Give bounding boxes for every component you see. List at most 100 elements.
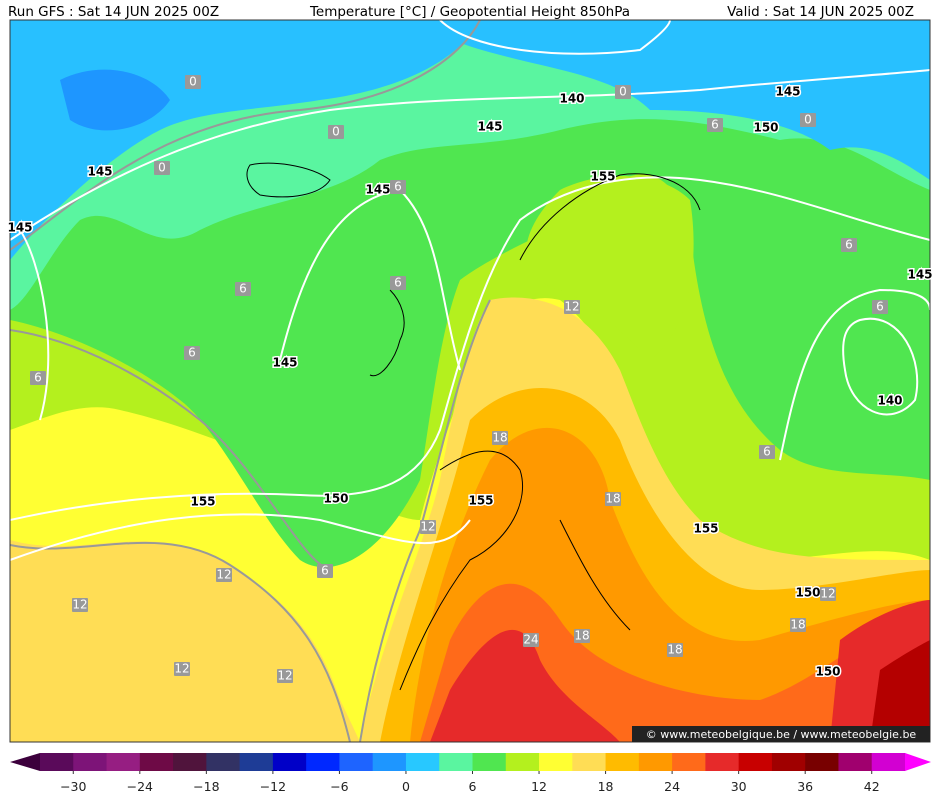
contour-labels: 1451451451451451451451401401501501501501… [6,75,934,683]
colorbar-tick-label: −18 [193,779,219,794]
temperature-label-text: 12 [564,300,579,314]
height-label: 155 [468,494,493,508]
temperature-label-text: 18 [492,431,507,445]
colorbar-tick-label: −12 [260,779,286,794]
temperature-label-text: 6 [876,300,884,314]
watermark-bg [632,726,930,742]
colorbar-box [871,753,906,771]
run-info: Run GFS : Sat 14 JUN 2025 00Z [8,4,219,20]
temperature-label-bg [872,300,888,314]
temperature-label-bg [390,180,406,194]
colorbar-box [838,753,873,771]
temperature-label-text: 6 [239,282,247,296]
temperature-label: 6 [390,180,406,194]
temperature-label-text: 12 [420,520,435,534]
colorbar-box [672,753,706,771]
temperature-label: 18 [667,643,683,657]
temperature-label-text: 0 [619,85,627,99]
colorbar-box [239,753,274,771]
temperature-label: 6 [841,238,857,252]
height-label: 145 [365,183,390,197]
temperature-label: 0 [328,125,344,139]
height-label: 140 [559,92,584,106]
temperature-label: 18 [790,618,806,632]
temperature-label-text: 12 [277,669,292,683]
temperature-label-text: 0 [158,161,166,175]
temperature-label: 6 [707,118,723,132]
colorbar-box [272,753,307,771]
temperature-label-bg [185,75,201,89]
colorbar-tick-label: 18 [598,779,614,794]
height-label: 145 [477,120,502,134]
temperature-label-bg [184,346,200,360]
temperature-label: 0 [615,85,631,99]
colorbar-box [73,753,108,771]
height-label: 145 [272,356,297,370]
temperature-label: 6 [30,371,46,385]
temperature-label: 18 [574,629,590,643]
colorbar-over [905,753,931,771]
temperature-label: 12 [174,662,190,676]
temperature-label-text: 24 [523,633,538,647]
temperature-label: 6 [235,282,251,296]
height-label: 150 [815,665,840,679]
colorbar-box [206,753,241,771]
temperature-label: 12 [564,300,580,314]
valid-info: Valid : Sat 14 JUN 2025 00Z [727,4,914,20]
colorbar-tick-label: −6 [330,779,348,794]
temperature-label-text: 12 [174,662,189,676]
temperature-label: 6 [317,564,333,578]
temperature-label: 12 [216,568,232,582]
temperature-label-text: 6 [394,180,402,194]
height-label: 140 [877,394,902,408]
colorbar-tick-label: 30 [731,779,747,794]
colorbar-box [738,753,773,771]
temperature-label-bg [790,618,806,632]
colorbar-box [40,753,74,771]
temperature-label-bg [420,520,436,534]
temperature-label-bg [492,431,508,445]
temperature-label-bg [820,587,836,601]
temperature-label-bg [235,282,251,296]
temperature-label-text: 18 [605,492,620,506]
temperature-label-text: 18 [790,618,805,632]
temperature-label-bg [615,85,631,99]
temperature-label: 6 [872,300,888,314]
temperature-label-bg [523,633,539,647]
temperature-label: 0 [154,161,170,175]
height-label: 150 [753,121,778,135]
colorbar-box [505,753,540,771]
height-label: 155 [190,495,215,509]
colorbar-box [638,753,673,771]
colorbar: −30 −24 −18 −12 −6 0 6 12 18 24 30 36 42 [10,753,931,794]
temperature-label: 0 [185,75,201,89]
height-label: 145 [7,221,32,235]
colorbar-box [372,753,407,771]
temperature-label: 6 [390,276,406,290]
colorbar-box [472,753,507,771]
temperature-label-text: 12 [820,587,835,601]
map-fields [9,19,931,743]
temperature-label-bg [317,564,333,578]
temperature-label-bg [759,445,775,459]
temperature-label-text: 6 [188,346,196,360]
height-label: 155 [693,522,718,536]
temperature-label-text: 6 [394,276,402,290]
temperature-label-bg [154,161,170,175]
colorbar-box [106,753,141,771]
temperature-label-text: 0 [189,75,197,89]
temperature-label-text: 0 [804,113,812,127]
height-label: 145 [87,165,112,179]
temperature-label-bg [174,662,190,676]
temperature-label: 18 [605,492,621,506]
height-label: 150 [795,586,820,600]
temperature-label: 12 [72,598,88,612]
temperature-label-bg [564,300,580,314]
colorbar-tick-label: 36 [797,779,813,794]
colorbar-tick-label: −30 [60,779,86,794]
colorbar-box [605,753,640,771]
colorbar-box [771,753,806,771]
temperature-label: 12 [420,520,436,534]
colorbar-under [10,753,40,771]
temperature-label: 6 [184,346,200,360]
